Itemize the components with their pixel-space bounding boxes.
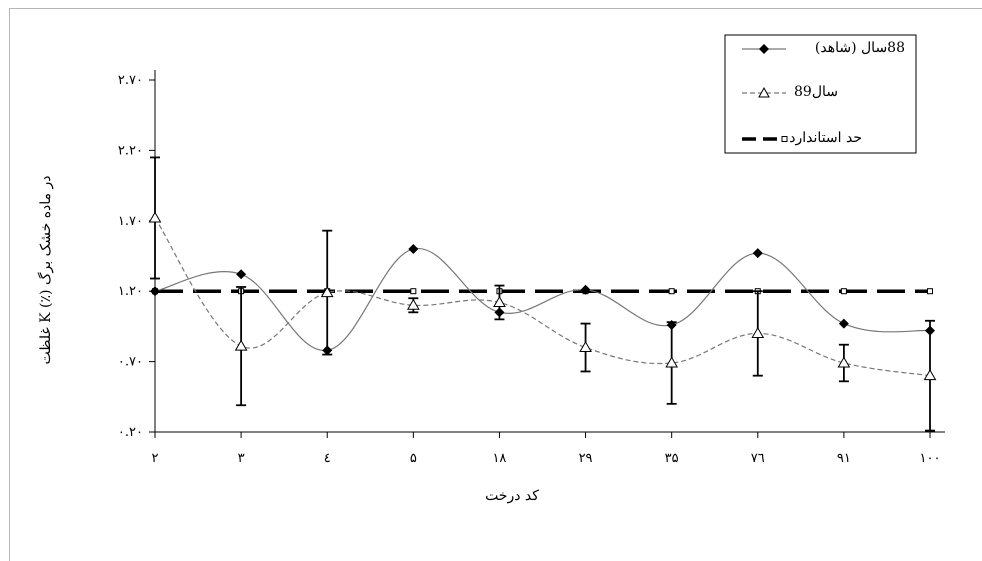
legend-marker-series-1: [759, 44, 769, 54]
x-tick-label: ۳: [238, 451, 245, 466]
series-88-point: [236, 269, 247, 280]
legend-label-series-1: (شاهد) 88سال: [815, 40, 905, 56]
y-tick-label: ۲.۲۰: [118, 143, 143, 158]
series-89-point: [665, 356, 679, 368]
series-88-point: [925, 325, 935, 336]
frame-top-border: [9, 8, 982, 9]
standard-point: [410, 288, 417, 295]
standard-point: [927, 288, 933, 295]
series-88-point: [666, 319, 677, 330]
series-88-point: [838, 318, 849, 329]
legend-label-series-2: 89سال: [794, 84, 838, 100]
legend-marker-series-3: [781, 136, 788, 142]
legend-marker-series-2: [758, 86, 770, 98]
series-89-point: [837, 356, 851, 368]
y-tick-label: ۰.۲۰: [118, 425, 143, 440]
series-89-point: [320, 286, 334, 298]
y-tick-label: ۱.۲۰: [118, 284, 143, 299]
x-tick-label: ۵: [410, 451, 417, 466]
series-89-point: [923, 369, 937, 381]
standard-point: [840, 288, 847, 295]
y-tick-label: ۲.۷۰: [118, 73, 143, 88]
y-tick-label: ۱.۷۰: [118, 214, 143, 229]
series-89-point: [406, 298, 420, 310]
series-88-point: [580, 284, 591, 295]
frame-left-border: [9, 8, 10, 561]
legend: (شاهد) 88سال 89سال حد استاندارد: [724, 34, 917, 154]
x-tick-label: ۱۸: [492, 451, 506, 466]
x-tick-label: ۷٦: [751, 451, 765, 466]
series-89-point: [493, 295, 506, 307]
series-88-line: [154, 248, 931, 351]
series-88-point: [150, 286, 160, 297]
x-tick-label: ۲۹: [579, 451, 593, 466]
x-axis-label: کد درخت: [485, 488, 539, 504]
series-88-point: [494, 307, 505, 318]
legend-label-series-3: حد استاندارد: [789, 130, 862, 146]
series-89-line: [154, 217, 931, 377]
y-axis-label: غلظت K (٪) در ماده خشک برگ: [37, 176, 54, 365]
series-layer: [148, 156, 937, 432]
x-tick-label: ۹۱: [837, 451, 851, 466]
standard-point: [668, 288, 675, 295]
x-tick-label: ۳۵: [665, 451, 679, 466]
series-88-point: [322, 345, 333, 356]
axes: ۰.۲۰ ۰.۷۰ ۱.۲۰ ۱.۷۰ ۲.۲۰ ۲.۷۰ ۲ ۳ ٤ ۵ ۱۸ ۲۹ ۳۵ ۷٦ ۹۱ ۱۰…: [118, 70, 945, 466]
x-tick-label: ٤: [324, 451, 331, 466]
series-89-point: [234, 339, 248, 351]
x-tick-label: ۱۰۰: [920, 451, 941, 466]
x-tick-label: ۲: [152, 451, 159, 466]
series-88-point: [408, 243, 419, 254]
series-88-point: [752, 248, 763, 259]
series-89-point: [579, 341, 592, 353]
y-tick-label: ۰.۷۰: [118, 355, 143, 370]
legend-box: [724, 34, 917, 154]
series-89-point: [148, 211, 162, 223]
series-89-point: [751, 326, 765, 338]
